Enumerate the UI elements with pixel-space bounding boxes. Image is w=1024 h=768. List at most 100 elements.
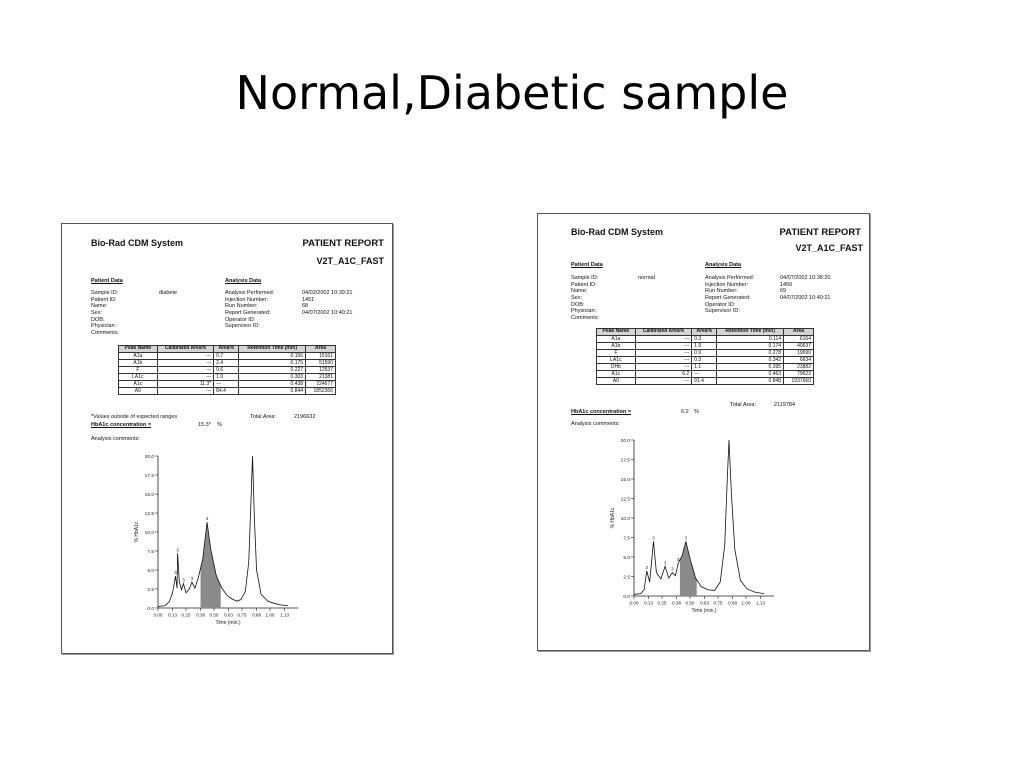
- peak-label: 3: [174, 570, 177, 575]
- analysis-field-label: Injection Number:: [225, 296, 269, 303]
- peak-name: LA1c: [118, 373, 158, 381]
- x-tick-label: 0.25: [658, 601, 667, 606]
- y-tick-label: 0.0: [623, 594, 630, 600]
- peak-table: Peak Name Calibrated Area% Area% Retenti…: [596, 328, 814, 385]
- retention-time: 0.175: [238, 359, 307, 367]
- patient-field-label: DOB:: [91, 316, 105, 323]
- patient-field-label: Comments:: [571, 315, 600, 322]
- peak-label: 3: [671, 567, 674, 572]
- column-header: Area%: [213, 345, 240, 353]
- column-header: Area: [783, 328, 814, 336]
- x-tick-label: 0.50: [686, 601, 695, 606]
- table-row: A1c 11.3* --- 0.438 224677: [118, 380, 336, 388]
- area-percent: 0.7: [213, 352, 240, 360]
- calibrated-area: ---: [634, 363, 693, 371]
- area-percent: 1.1: [691, 363, 718, 371]
- calibrated-area: ---: [634, 335, 693, 343]
- calibrated-area: ---: [634, 377, 693, 385]
- report-title: PATIENT REPORT: [302, 238, 384, 249]
- peak-name: A1b: [596, 342, 636, 350]
- table-row: A1b --- 1.9 0.174 40637: [596, 342, 814, 350]
- peak-name: A1c: [118, 380, 158, 388]
- analysis-field-value: 69: [780, 288, 787, 295]
- area-percent: 0.3: [691, 356, 718, 364]
- peak-table: Peak Name Calibrated Area% Area% Retenti…: [118, 345, 336, 395]
- total-area-value: 2119784: [774, 402, 796, 408]
- x-tick-label: 0.88: [252, 613, 261, 618]
- system-title: Bio-Rad CDM System: [571, 227, 664, 237]
- x-tick-label: 0.63: [224, 613, 233, 618]
- patient-data-heading: Patient Data: [571, 262, 603, 268]
- area: 15161: [305, 352, 336, 360]
- y-tick-label: 2.5: [623, 574, 630, 580]
- area: 1852366: [305, 387, 336, 395]
- x-tick-label: 0.88: [728, 601, 737, 606]
- sample-id-value: normal: [638, 275, 655, 281]
- area: 224677: [305, 380, 336, 388]
- area-percent: 0.3: [691, 335, 718, 343]
- analysis-field-values: 04/02/2002 10:39:21 1451 68 04/07/2002 1…: [302, 290, 352, 317]
- method-name: V2T_A1C_FAST: [316, 256, 384, 266]
- hba1c-value: 6.2: [681, 409, 689, 415]
- patient-field-label: DOB:: [571, 301, 585, 308]
- patient-field-labels: Sample ID: Patient ID: Name: Sex: DOB: P…: [571, 275, 599, 322]
- area-percent: 1.9: [691, 342, 718, 350]
- patient-field-labels: Sample ID: Patient ID: Name: Sex: DOB: P…: [91, 290, 119, 337]
- analysis-comments: Analysis comments:: [571, 421, 620, 427]
- patient-field-values: normal: [638, 275, 655, 282]
- area-percent: 0.6: [213, 366, 240, 374]
- column-header: Retention Time (min): [238, 345, 307, 353]
- calibrated-area: ---: [634, 356, 693, 364]
- column-header: Peak Name: [118, 345, 158, 353]
- area-percent: ---: [691, 370, 718, 378]
- analysis-field-label: Run Number:: [705, 288, 738, 295]
- hba1c-label: HbA1c concentration =: [571, 409, 632, 415]
- area: 79623: [783, 370, 814, 378]
- table-row: F --- 0.9 0.278 19690: [596, 349, 814, 357]
- calibrated-area: ---: [156, 352, 215, 360]
- x-tick-label: 0.50: [210, 613, 219, 618]
- analysis-field-label: Operator ID:: [225, 316, 256, 323]
- calibrated-area: ---: [156, 366, 215, 374]
- calibrated-area: ---: [156, 387, 215, 395]
- hba1c-unit: %: [217, 422, 222, 428]
- table-row: LA1c --- 0.3 0.342 6634: [596, 356, 814, 364]
- analysis-field-values: 04/07/2002 10:38:20 1450 69 04/07/2002 1…: [780, 275, 830, 302]
- report-title: PATIENT REPORT: [779, 227, 861, 238]
- table-row: F --- 0.6 0.227 12537: [118, 366, 336, 374]
- analysis-field-label: Supervisor ID:: [705, 308, 740, 315]
- patient-field-label: Name:: [91, 303, 108, 310]
- column-header: Area%: [691, 328, 718, 336]
- analysis-field-value: 04/02/2002 10:39:21: [302, 290, 353, 296]
- table-row: A0 --- 91.4 0.848 1937660: [596, 377, 814, 385]
- table-header-row: Peak Name Calibrated Area% Area% Retenti…: [118, 345, 336, 353]
- patient-field-label: Physician:: [571, 308, 597, 315]
- peak-name: A0: [118, 387, 158, 395]
- retention-time: 0.438: [238, 380, 307, 388]
- slide-title: Normal,Diabetic sample: [235, 66, 789, 120]
- patient-report-normal: Bio-Rad CDM System PATIENT REPORT V2T_A1…: [537, 213, 870, 651]
- a1c-peak-area: [679, 542, 697, 596]
- analysis-comments: Analysis comments:: [91, 436, 140, 442]
- retention-time: 0.278: [716, 349, 785, 357]
- analysis-field-label: Operator ID:: [705, 301, 736, 308]
- analysis-field-label: Run Number:: [225, 303, 258, 310]
- area: 19690: [783, 349, 814, 357]
- method-name: V2T_A1C_FAST: [795, 243, 863, 253]
- y-axis-label: % HbA1c: [610, 507, 616, 528]
- peak-label: 3: [176, 547, 179, 552]
- analysis-field-value: 04/07/2002 10:40:21: [302, 310, 353, 317]
- area: 23882: [783, 363, 814, 371]
- calibrated-area: 6.2: [634, 370, 693, 378]
- column-header: Peak Name: [596, 328, 636, 336]
- peak-label: 3: [191, 576, 194, 581]
- y-tick-label: 15.0: [145, 492, 155, 498]
- peak-label: 3: [677, 557, 680, 562]
- retention-time: 0.174: [716, 342, 785, 350]
- x-tick-label: 0.75: [714, 601, 723, 606]
- retention-time: 0.227: [238, 366, 307, 374]
- area-percent: ---: [213, 380, 240, 388]
- analysis-data-heading: Analysis Data: [225, 278, 262, 284]
- retention-time: 0.114: [716, 335, 785, 343]
- table-row: DHb --- 1.1 0.395 23882: [596, 363, 814, 371]
